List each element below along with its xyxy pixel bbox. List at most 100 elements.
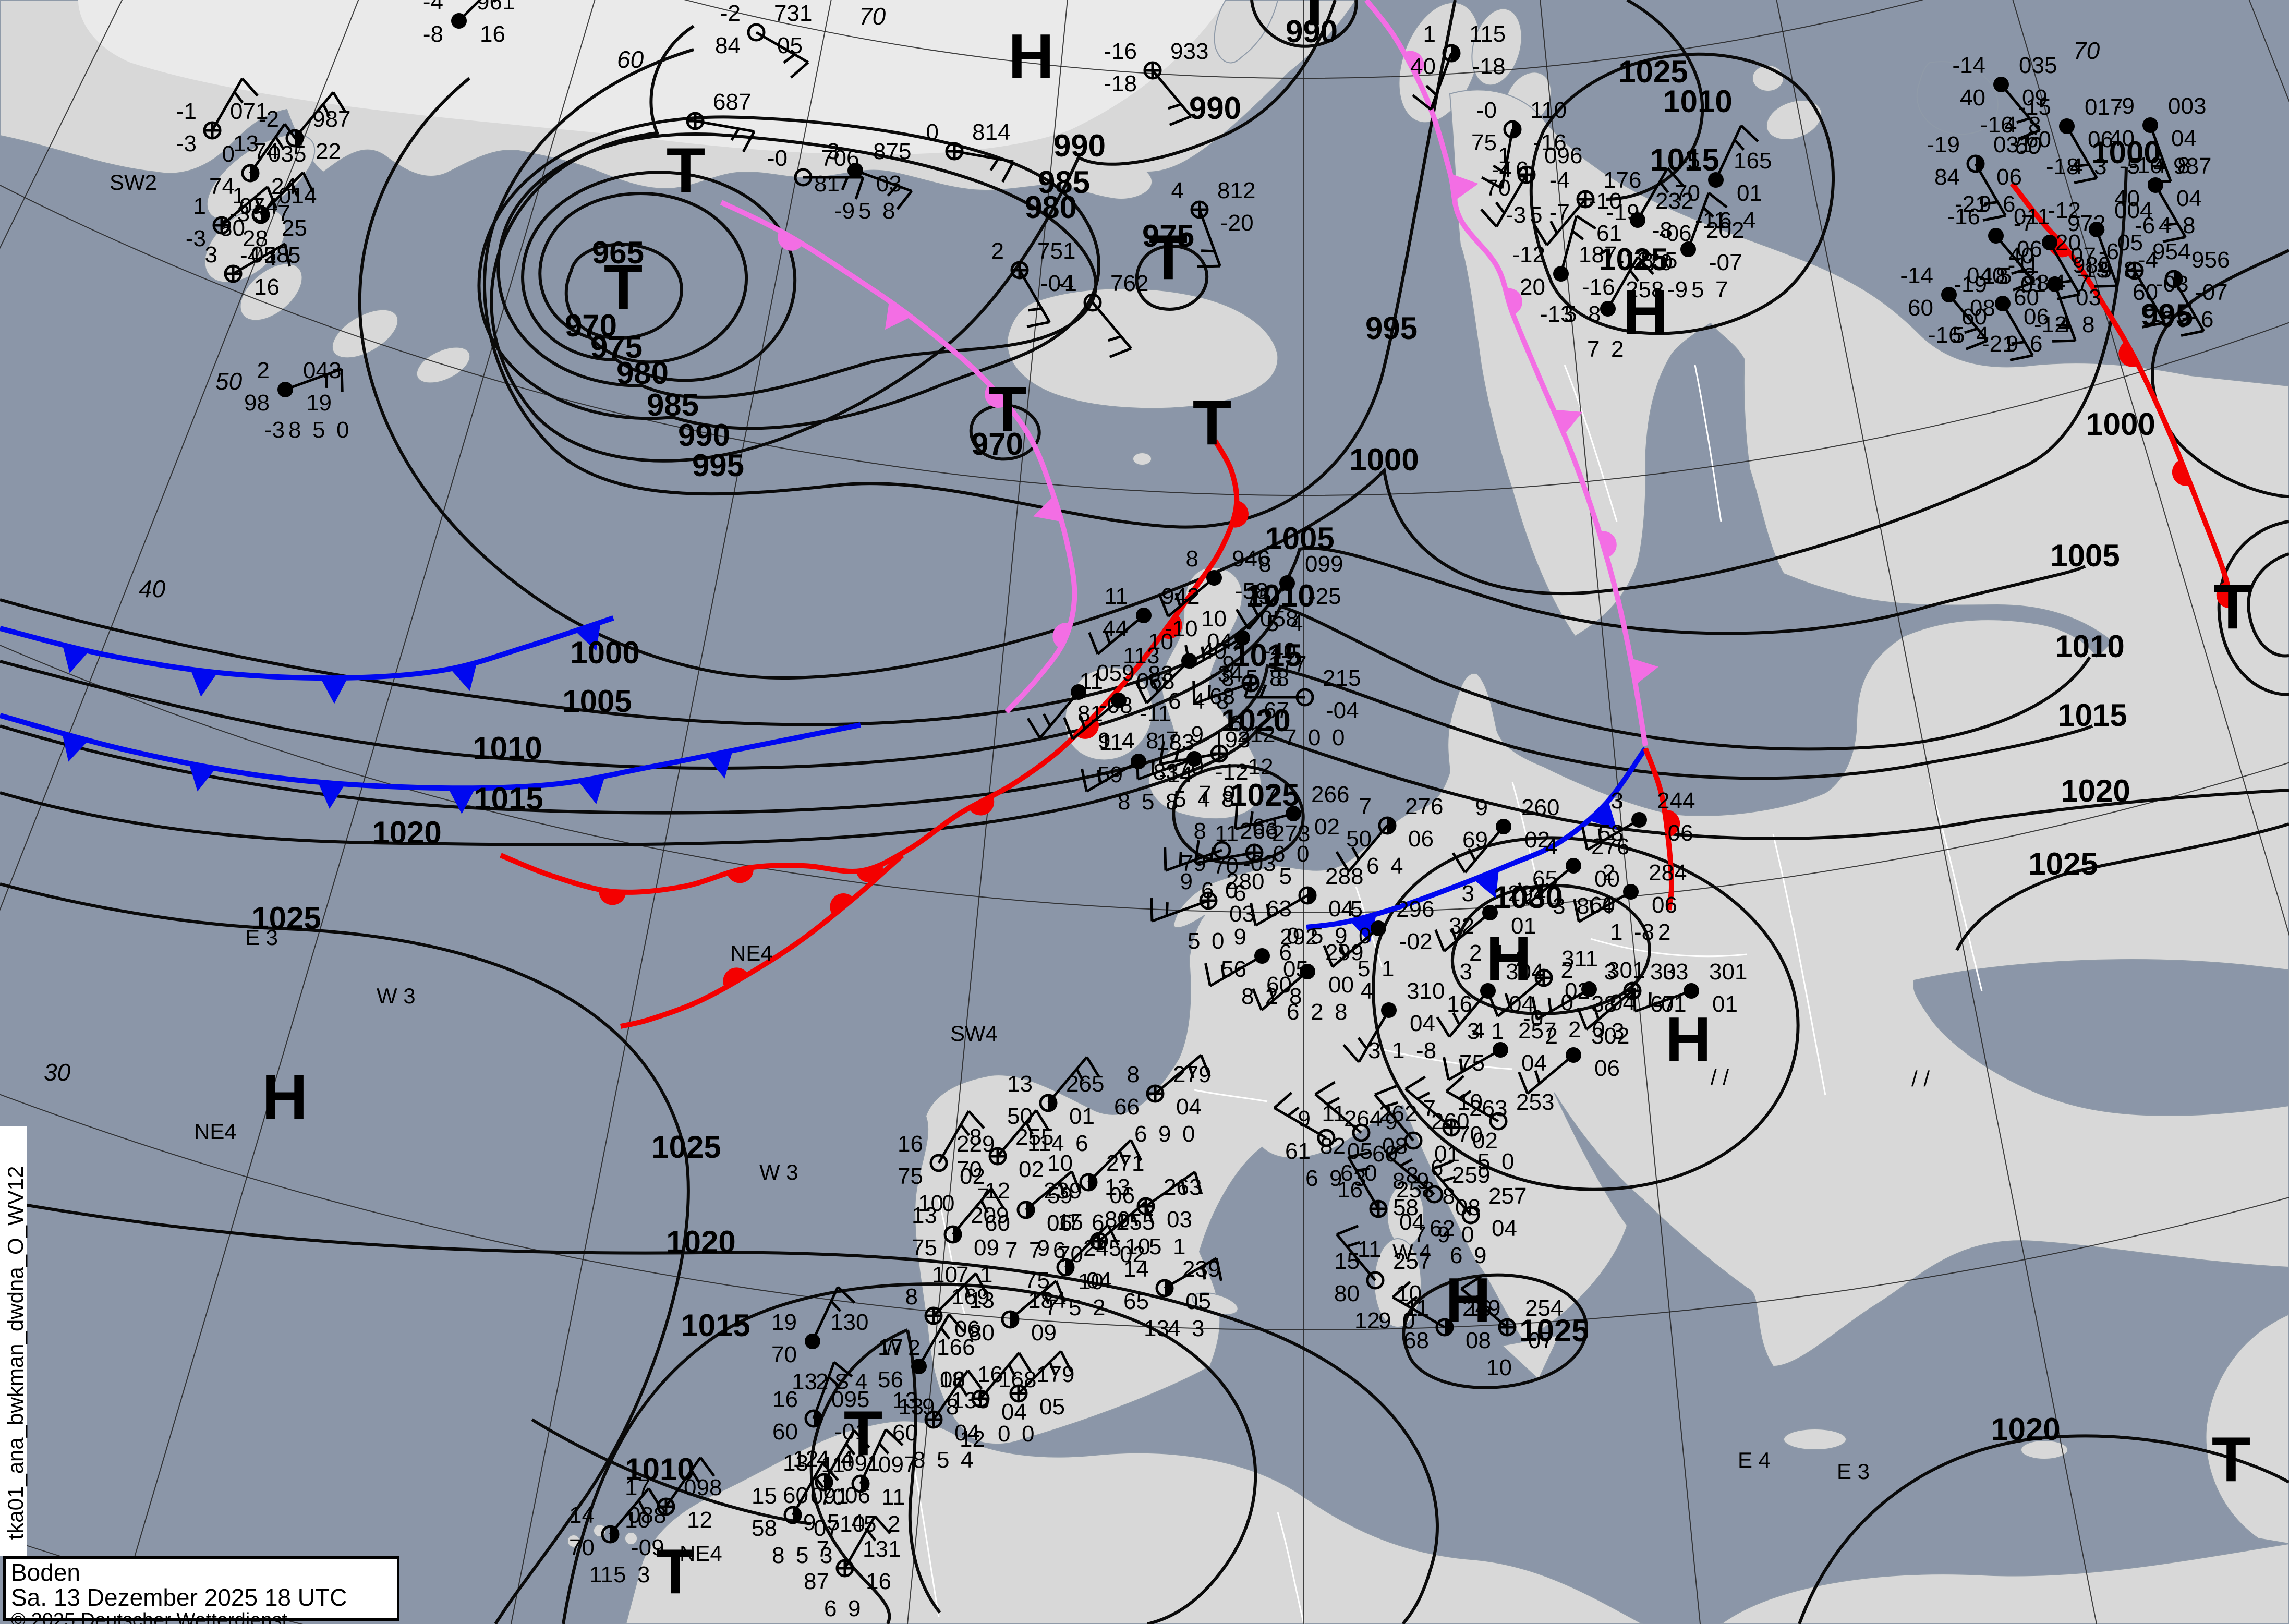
station-tendency: 07 (814, 1516, 839, 1541)
land-sicily (1500, 1334, 1560, 1380)
sea-state-label: NE4 (680, 1541, 722, 1566)
station-extra-value: 0 (942, 1191, 954, 1216)
station-extra-value: 0 (1022, 1421, 1034, 1447)
station-dewpoint: 10 (625, 1507, 650, 1533)
station-dewpoint: 70 (1675, 180, 1700, 206)
isobar-value-label: 1020 (1221, 703, 1290, 738)
land-greenland-icecap (78, 0, 1226, 155)
station-extra-value: 8 (1241, 984, 1254, 1009)
station-temperature: 9 (1222, 651, 1235, 677)
station-tendency: 09 (1031, 1320, 1057, 1346)
isobar (1372, 836, 1800, 1191)
station-extra-value: 8 (1335, 999, 1347, 1025)
station-plot: 8 169 06 (905, 1272, 989, 1342)
station-extra-value: 5 (1530, 202, 1542, 228)
wind-barb (1404, 1075, 1452, 1129)
front-semicircle-symbol (726, 866, 754, 883)
station-tendency: -07 (2195, 280, 2228, 305)
low-center-label: T (1149, 222, 1188, 293)
isobar (0, 664, 2093, 815)
station-temperature: 5 (1350, 896, 1363, 922)
station-tendency: 19 (306, 390, 332, 416)
wind-barb (1204, 954, 1263, 987)
station-temperature: 11 (1322, 1101, 1346, 1126)
station-temperature: -2 (259, 106, 279, 132)
station-extra-value: 8 (1221, 786, 1234, 812)
station-circle-clear (1461, 1206, 1480, 1225)
wind-barb (1273, 1092, 1327, 1140)
station-extra-value: 6 (824, 1596, 837, 1621)
front-semicircle-symbol (2172, 459, 2191, 486)
station-temperature: 2 (991, 238, 1004, 264)
station-temperature: -4 (423, 0, 443, 15)
station-extra-value: 9 (1098, 728, 1110, 754)
isobar-value-label: 1025 (1598, 242, 1668, 277)
station-tendency: 09 (2022, 85, 2048, 111)
station-dewpoint: 70 (1213, 853, 1239, 879)
front-semicircle-symbol (830, 893, 854, 916)
station-dewpoint: 66 (1114, 1094, 1140, 1120)
station-tendency: 00 (1594, 866, 1620, 892)
station-plot: 4 75 257 04 (1443, 1018, 1556, 1081)
wind-barb (1047, 1056, 1100, 1104)
station-plot: 8 75 099 -25 5 4 (1235, 551, 1343, 636)
station-tendency: 02 (1524, 827, 1550, 853)
station-plot: -12 20 187 -16 -135 8 (1512, 214, 1617, 327)
isobar (490, 0, 1337, 463)
station-extra-value: 8 (1118, 789, 1130, 815)
station-extra-value: 5 (1358, 956, 1370, 981)
wind-barb (979, 1352, 1033, 1400)
station-temperature: -15 (2018, 94, 2051, 120)
station-dewpoint: 61 (1285, 1138, 1311, 1164)
station-circle-clear (1352, 1123, 1371, 1142)
station-extra-value: 2 (816, 1369, 828, 1395)
latitude-label: 50 (215, 368, 243, 395)
front-semicircle-symbol (968, 795, 995, 816)
station-pressure: 042 (1207, 629, 1245, 655)
wind-barb (2094, 229, 2118, 288)
wind-barb (1250, 894, 1309, 927)
station-extra-value: 5 (1564, 301, 1577, 327)
station-extra-value: 0 (1501, 1149, 1514, 1174)
station-pressure: 987 (2173, 153, 2211, 179)
station-extra-value: 10 (932, 1262, 958, 1288)
wind-barb (1152, 69, 1192, 126)
station-tendency: -12 (1240, 754, 1274, 780)
station-temperature: -16 (1104, 39, 1137, 64)
station-extra-value: 3 (820, 1543, 832, 1568)
station-dewpoint: 87 (804, 1569, 829, 1594)
isobar-value-label: 990 (1053, 128, 1106, 163)
isobar (538, 192, 748, 364)
station-pressure: 131 (863, 1536, 901, 1562)
station-pressure: 098 (684, 1475, 722, 1500)
wind-barb (859, 1428, 904, 1485)
isobar-value-label: 1000 (2091, 135, 2161, 170)
station-extra-value: 5 (1999, 263, 2012, 289)
station-tendency: 05 (1039, 1394, 1065, 1420)
station-pressure: 814 (972, 119, 1010, 145)
station-temperature: 13 (912, 1203, 937, 1228)
chart-copyright: © 2025 Deutscher Wetterdienst (11, 1609, 288, 1624)
station-plot: 16 75 229 02 100 (898, 1110, 995, 1216)
station-pressure: 276 (1591, 834, 1629, 859)
wind-barb (1460, 1275, 1508, 1328)
isobar (0, 729, 2289, 846)
station-tendency: -03 (2155, 271, 2189, 297)
station-circle-clear (1366, 1271, 1385, 1290)
station-temperature: 6 (1279, 940, 1292, 965)
station-temperature: 8 (1406, 1162, 1419, 1188)
station-pressure: 058 (251, 242, 289, 268)
station-dewpoint: 59 (1097, 762, 1123, 787)
wind-barb (812, 1361, 853, 1419)
station-tendency: 04 (1176, 1094, 1202, 1120)
station-circle-half-fill (1512, 122, 1520, 137)
station-extra-value: -12 (1617, 248, 1650, 273)
isobar (2217, 520, 2289, 696)
isobar-value-label: 990 (1189, 91, 1241, 126)
station-dewpoint: -7 (1549, 200, 1570, 225)
